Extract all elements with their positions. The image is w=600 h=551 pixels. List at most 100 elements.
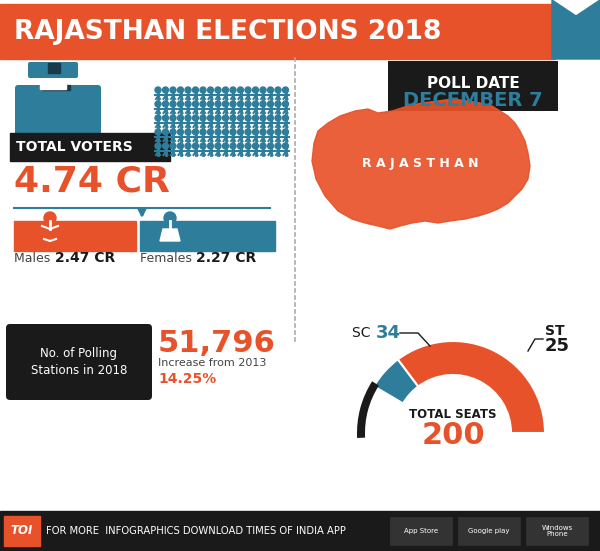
Circle shape bbox=[268, 129, 274, 135]
Circle shape bbox=[170, 143, 176, 149]
Circle shape bbox=[178, 87, 184, 93]
Text: RAJASTHAN ELECTIONS 2018: RAJASTHAN ELECTIONS 2018 bbox=[14, 19, 442, 45]
Circle shape bbox=[178, 115, 184, 121]
Circle shape bbox=[230, 101, 236, 107]
Circle shape bbox=[253, 143, 259, 149]
Circle shape bbox=[260, 101, 266, 107]
Text: 4.74 CR: 4.74 CR bbox=[14, 164, 170, 198]
Circle shape bbox=[215, 115, 221, 121]
Circle shape bbox=[208, 129, 214, 135]
Circle shape bbox=[223, 87, 229, 93]
Circle shape bbox=[215, 143, 221, 149]
Circle shape bbox=[155, 115, 161, 121]
Circle shape bbox=[193, 87, 199, 93]
Text: Increase from 2013: Increase from 2013 bbox=[158, 358, 266, 368]
Bar bbox=[40, 71, 66, 89]
Circle shape bbox=[275, 87, 281, 93]
Circle shape bbox=[238, 87, 244, 93]
Bar bbox=[4, 516, 40, 546]
Text: Google play: Google play bbox=[468, 528, 510, 534]
Text: 200: 200 bbox=[421, 420, 485, 450]
Circle shape bbox=[283, 101, 289, 107]
Circle shape bbox=[208, 143, 214, 149]
Text: 25: 25 bbox=[545, 337, 570, 355]
Circle shape bbox=[245, 101, 251, 107]
Circle shape bbox=[230, 87, 236, 93]
Circle shape bbox=[178, 101, 184, 107]
Circle shape bbox=[238, 115, 244, 121]
Bar bbox=[14, 221, 136, 251]
Circle shape bbox=[253, 87, 259, 93]
Text: FOR MORE  INFOGRAPHICS DOWNLOAD TIMES OF INDIA APP: FOR MORE INFOGRAPHICS DOWNLOAD TIMES OF … bbox=[46, 526, 346, 536]
Circle shape bbox=[283, 143, 289, 149]
Wedge shape bbox=[357, 381, 379, 438]
Circle shape bbox=[275, 101, 281, 107]
Circle shape bbox=[253, 129, 259, 135]
Bar bbox=[0, 4, 555, 59]
Circle shape bbox=[193, 129, 199, 135]
Text: 51,796: 51,796 bbox=[158, 329, 276, 359]
Bar bbox=[42, 85, 70, 90]
Circle shape bbox=[200, 129, 206, 135]
Bar bbox=[140, 221, 275, 251]
Circle shape bbox=[260, 87, 266, 93]
Circle shape bbox=[185, 129, 191, 135]
Circle shape bbox=[155, 101, 161, 107]
Circle shape bbox=[230, 129, 236, 135]
FancyBboxPatch shape bbox=[15, 85, 101, 146]
Text: Windows
Phone: Windows Phone bbox=[541, 525, 572, 537]
Text: ST: ST bbox=[545, 324, 565, 338]
Circle shape bbox=[163, 115, 169, 121]
Wedge shape bbox=[374, 359, 418, 403]
Circle shape bbox=[223, 129, 229, 135]
Text: 2.47 CR: 2.47 CR bbox=[55, 251, 115, 265]
Circle shape bbox=[230, 115, 236, 121]
Circle shape bbox=[253, 115, 259, 121]
Circle shape bbox=[178, 143, 184, 149]
Circle shape bbox=[260, 143, 266, 149]
Circle shape bbox=[185, 143, 191, 149]
Circle shape bbox=[193, 115, 199, 121]
Polygon shape bbox=[312, 99, 530, 229]
Text: TOI: TOI bbox=[11, 525, 33, 537]
Bar bbox=[0, 511, 600, 551]
Circle shape bbox=[170, 115, 176, 121]
Text: 34: 34 bbox=[376, 324, 401, 342]
Circle shape bbox=[193, 143, 199, 149]
Circle shape bbox=[230, 143, 236, 149]
Circle shape bbox=[215, 129, 221, 135]
Text: DECEMBER 7: DECEMBER 7 bbox=[403, 91, 543, 111]
Circle shape bbox=[208, 87, 214, 93]
Circle shape bbox=[223, 101, 229, 107]
FancyBboxPatch shape bbox=[28, 62, 78, 78]
Circle shape bbox=[283, 87, 289, 93]
Text: SC: SC bbox=[352, 326, 375, 340]
Circle shape bbox=[283, 115, 289, 121]
Circle shape bbox=[245, 129, 251, 135]
Text: TOTAL SEATS: TOTAL SEATS bbox=[409, 408, 497, 422]
Text: POLL DATE: POLL DATE bbox=[427, 75, 520, 90]
Text: R A J A S T H A N: R A J A S T H A N bbox=[362, 156, 478, 170]
Text: 2.27 CR: 2.27 CR bbox=[196, 251, 256, 265]
Polygon shape bbox=[160, 229, 180, 241]
Text: 14.25%: 14.25% bbox=[158, 372, 216, 386]
Text: Males: Males bbox=[14, 251, 54, 264]
Circle shape bbox=[185, 101, 191, 107]
Circle shape bbox=[208, 101, 214, 107]
Text: App Store: App Store bbox=[404, 528, 438, 534]
Text: TOTAL VOTERS: TOTAL VOTERS bbox=[16, 140, 133, 154]
Circle shape bbox=[163, 143, 169, 149]
Bar bbox=[526, 517, 588, 545]
Wedge shape bbox=[398, 341, 545, 433]
Circle shape bbox=[238, 101, 244, 107]
Circle shape bbox=[268, 143, 274, 149]
Circle shape bbox=[185, 115, 191, 121]
Circle shape bbox=[268, 115, 274, 121]
Bar bbox=[390, 517, 452, 545]
Circle shape bbox=[245, 87, 251, 93]
Circle shape bbox=[200, 101, 206, 107]
Circle shape bbox=[155, 129, 161, 135]
Circle shape bbox=[268, 87, 274, 93]
Circle shape bbox=[170, 87, 176, 93]
Text: No. of Polling
Stations in 2018: No. of Polling Stations in 2018 bbox=[31, 347, 127, 377]
